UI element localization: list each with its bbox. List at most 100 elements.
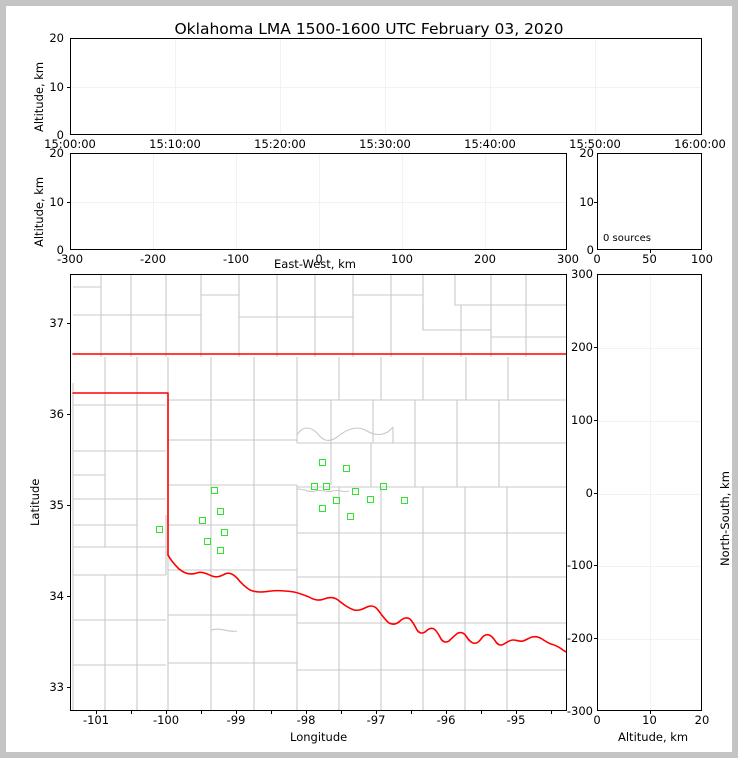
gridline (153, 154, 154, 249)
x-tick-label: 10 (642, 713, 657, 727)
source-count-annotation: 0 sources (603, 233, 651, 244)
gridline (175, 39, 176, 134)
x-tick-label: -300 (56, 252, 84, 266)
x-tick-label: -101 (82, 713, 110, 727)
x-tick-label: 50 (642, 252, 657, 266)
tick-mark (594, 638, 597, 640)
x-tick-label: 100 (391, 252, 413, 266)
y-tick-label: 0 (586, 243, 594, 257)
tick-mark (516, 711, 517, 714)
lma-source-marker (217, 547, 224, 554)
lma-source-marker (199, 517, 206, 524)
x-tick-label: 20 (694, 713, 710, 727)
tick-mark (341, 711, 342, 714)
x-axis-label: East-West, km (274, 257, 356, 271)
gridline (598, 493, 701, 495)
tick-mark (594, 201, 597, 203)
time-height-panel[interactable] (70, 38, 702, 135)
y-tick-label: 34 (49, 589, 64, 603)
tick-mark (67, 596, 70, 597)
x-tick-label: 0 (593, 252, 601, 266)
x-axis-label: Longitude (290, 730, 348, 744)
tick-mark (67, 687, 70, 688)
altitude-histogram-panel[interactable]: 0 sources (597, 153, 702, 250)
y-tick-label: 10 (579, 194, 594, 209)
east-west-height-panel[interactable] (70, 153, 567, 250)
y-axis-label: Latitude (28, 478, 42, 526)
lma-source-marker (323, 483, 330, 490)
tick-mark (649, 711, 651, 714)
lma-source-marker (347, 513, 354, 520)
gridline (402, 154, 403, 249)
tick-mark (649, 250, 651, 253)
lma-source-marker (343, 465, 350, 472)
y-tick-label: 0 (56, 128, 64, 142)
gridline (485, 154, 486, 249)
x-tick-label: -99 (226, 713, 246, 727)
tick-mark (67, 323, 70, 324)
x-tick-label: 15:00:00 (44, 137, 96, 151)
tick-mark (551, 711, 552, 714)
tick-mark (67, 414, 70, 415)
lma-source-marker (156, 526, 163, 533)
x-tick-label: -98 (296, 713, 316, 727)
x-tick-label: 15:30:00 (359, 137, 411, 151)
y-tick-label: 20 (579, 146, 594, 160)
x-tick-label: -95 (506, 713, 526, 727)
tick-mark (236, 711, 237, 714)
lma-source-marker (352, 488, 359, 495)
north-south-height-panel[interactable] (597, 274, 702, 711)
y-tick-label: 37 (49, 316, 64, 330)
x-tick-label: 0 (593, 713, 601, 727)
tick-mark (594, 565, 597, 567)
tick-mark (594, 419, 597, 421)
y-tick-label: 20 (49, 31, 64, 45)
x-tick-label: 16:00:00 (674, 137, 726, 151)
tick-mark (271, 711, 272, 714)
tick-mark (166, 711, 167, 714)
lma-source-marker (221, 529, 228, 536)
y-tick-label: 300 (571, 267, 593, 281)
tick-mark (131, 711, 132, 714)
tick-mark (67, 505, 70, 506)
gridline (280, 39, 281, 134)
gridline (598, 639, 701, 641)
x-tick-label: 0 (315, 252, 323, 266)
gridline (598, 420, 701, 422)
lma-source-marker (401, 497, 408, 504)
x-tick-label: -96 (436, 713, 456, 727)
lma-source-marker (380, 483, 387, 490)
y-tick-label: 10 (49, 194, 64, 209)
x-tick-label: -97 (366, 713, 386, 727)
gridline (385, 39, 386, 134)
y-tick-label: 35 (49, 498, 64, 512)
y-tick-label: 100 (571, 412, 593, 427)
lma-source-marker (319, 459, 326, 466)
tick-mark (306, 711, 307, 714)
gridline (650, 275, 651, 710)
gridline (236, 154, 237, 249)
tick-mark (594, 492, 597, 494)
map-geography (72, 275, 566, 710)
y-tick-label: 0 (56, 243, 64, 257)
x-tick-label: -100 (152, 713, 180, 727)
y-tick-label: 20 (49, 146, 64, 160)
tick-mark (96, 711, 97, 714)
x-tick-label: 15:20:00 (254, 137, 306, 151)
gridline (595, 39, 596, 134)
tick-mark (481, 711, 482, 714)
lma-source-marker (367, 496, 374, 503)
tick-mark (201, 711, 202, 714)
y-tick-label: -200 (566, 631, 593, 646)
y-tick-label: 33 (49, 680, 64, 694)
lma-source-marker (204, 538, 211, 545)
tick-mark (446, 711, 447, 714)
y-tick-label: 36 (49, 407, 64, 421)
lma-source-marker (211, 487, 218, 494)
x-tick-label: 15:40:00 (464, 137, 516, 151)
page-title: Oklahoma LMA 1500-1600 UTC February 03, … (174, 20, 564, 38)
y-axis-label: Altitude, km (32, 176, 46, 247)
x-tick-label: 15:50:00 (569, 137, 621, 151)
plan-view-map-panel[interactable] (70, 274, 567, 711)
gridline (71, 202, 566, 203)
